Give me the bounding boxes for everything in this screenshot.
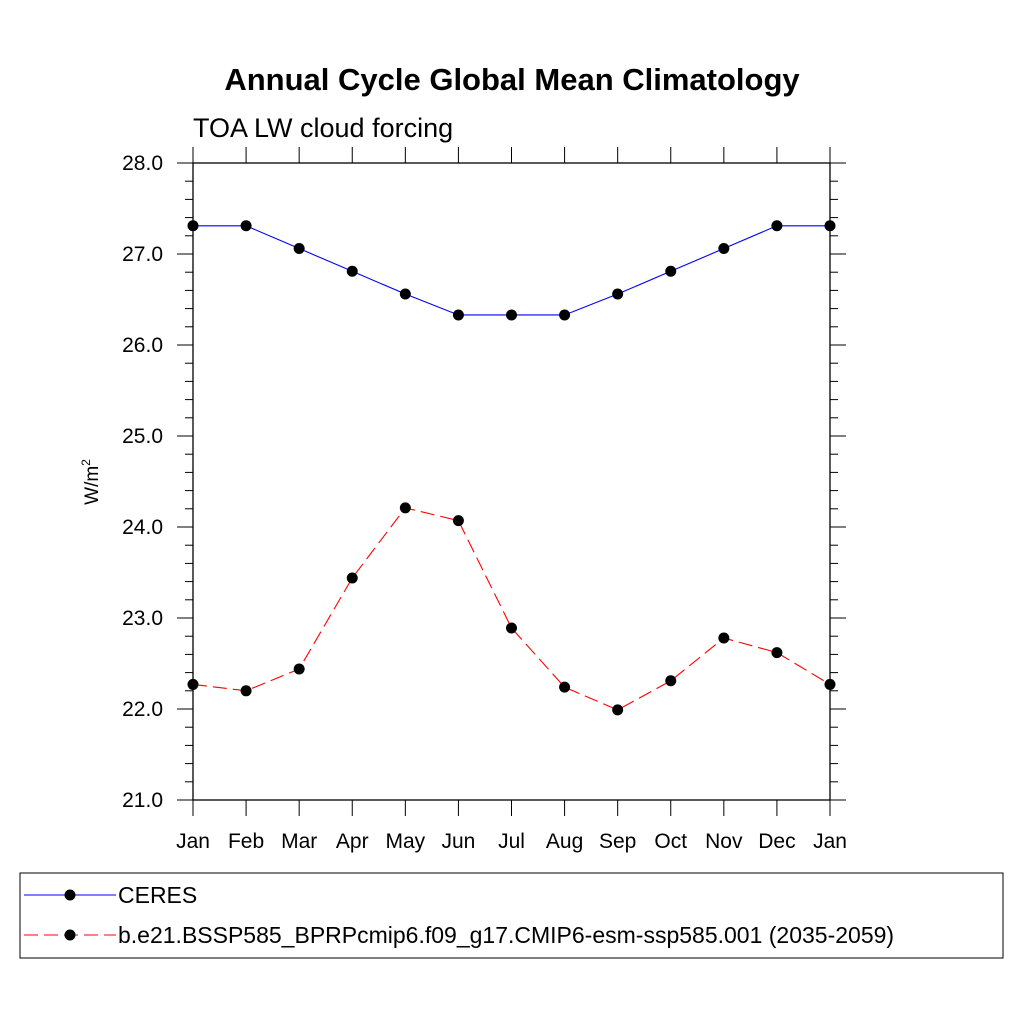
x-tick-label: Feb [228,830,264,853]
data-point [559,309,571,321]
series-line [193,225,830,316]
x-tick-label: Sep [599,830,636,853]
y-tick-label: 26.0 [122,334,163,357]
x-tick-label: Nov [705,830,743,853]
y-tick-label: 27.0 [122,243,163,266]
data-point [240,685,252,697]
legend-label: b.e21.BSSP585_BPRPcmip6.f09_g17.CMIP6-es… [118,922,894,948]
data-point [559,681,571,693]
y-tick-label: 23.0 [122,607,163,630]
data-point [452,515,464,527]
data-point [612,288,624,300]
data-point [665,675,677,687]
data-point [506,309,517,321]
data-point [718,243,730,255]
data-point [824,678,836,690]
data-point [399,502,411,514]
data-point [612,704,624,716]
x-tick-label: Aug [546,830,583,853]
series-layer [187,220,836,716]
x-tick-label: Jan [813,830,847,853]
series-line [192,507,831,711]
data-point [293,243,305,255]
series-2 [187,502,836,716]
x-axis: Jan Feb Mar Apr May Jun Jul Aug Sep Oct Nov Dec Jan [176,147,847,853]
plot-frame [192,162,831,801]
x-tick-label: Jun [441,830,475,853]
legend-box [19,872,1004,959]
legend-marker [64,889,76,901]
data-point [346,265,358,277]
legend-marker [64,929,76,941]
data-point [771,647,783,659]
y-tick-label: 24.0 [122,516,163,539]
x-tick-label: Mar [281,830,317,853]
data-point [346,572,358,584]
x-tick-label: May [385,830,425,853]
data-point [240,220,252,232]
y-tick-label: 25.0 [122,425,163,448]
y-tick-label: 28.0 [122,152,163,175]
data-point [452,309,464,321]
data-point [187,678,199,690]
x-tick-label: Jul [498,830,525,853]
data-point [771,220,783,232]
x-tick-label: Oct [654,830,687,853]
x-tick-label: Dec [758,830,795,853]
y-axis-label: W/m2 [79,459,103,505]
legend-label: CERES [118,882,197,908]
data-point [187,220,199,232]
chart-title: Annual Cycle Global Mean Climatology [224,62,800,97]
data-point [824,220,836,232]
legend: CERES b.e21.BSSP585_BPRPcmip6.f09_g17.CMI… [19,872,1004,959]
x-tick-label: Apr [336,830,369,853]
y-tick-label: 21.0 [122,789,163,812]
data-point [399,288,411,300]
series-1 [187,220,836,321]
x-tick-label: Jan [176,830,210,853]
y-tick-label: 22.0 [122,698,163,721]
data-point [506,622,517,634]
plot-border [192,162,831,801]
data-point [718,632,730,644]
chart-subtitle: TOA LW cloud forcing [193,113,453,143]
y-axis: 21.0 22.0 23.0 24.0 25.0 26.0 27.0 28.0 [122,152,846,812]
data-point [293,663,305,675]
data-point [665,265,677,277]
